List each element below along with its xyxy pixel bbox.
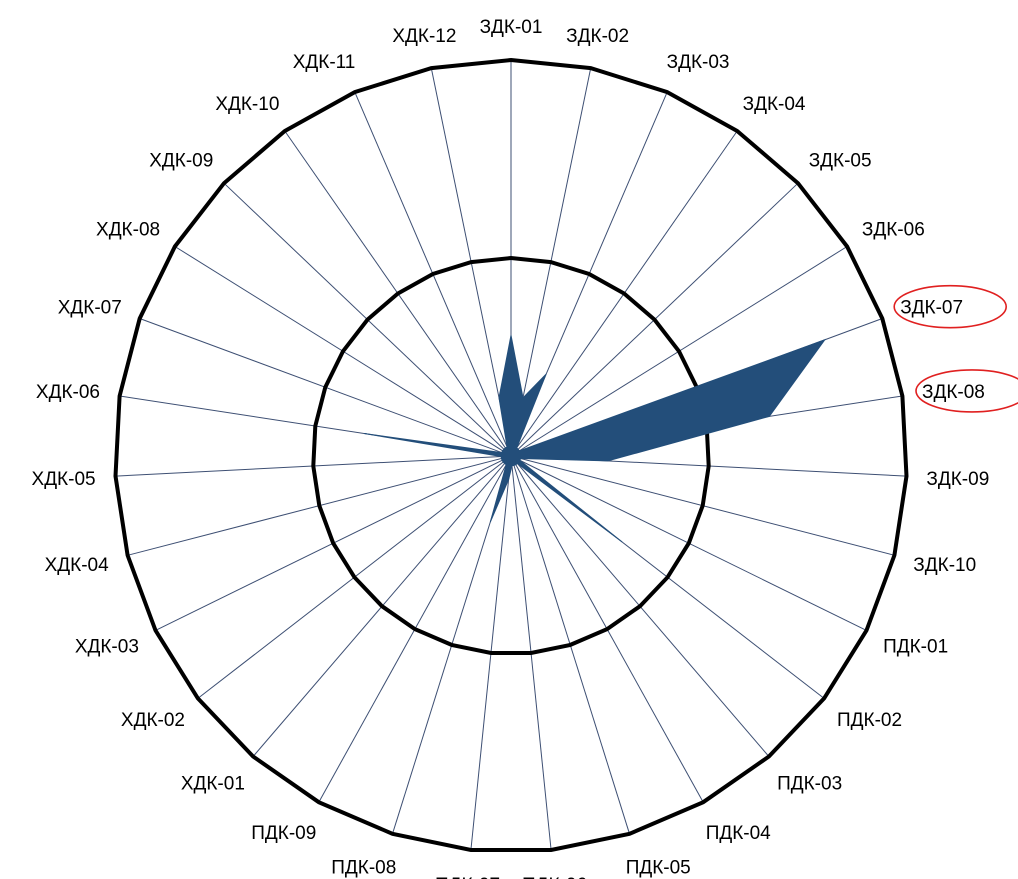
- axis-label-ПДК-03: ПДК-03: [777, 773, 842, 794]
- axis-label-ХДК-06: ХДК-06: [36, 382, 100, 403]
- axis-label-ЗДК-10: ЗДК-10: [913, 555, 976, 576]
- axis-label-ЗДК-09: ЗДК-09: [926, 469, 989, 490]
- axis-label-ПДК-07: ПДК-07: [435, 875, 500, 879]
- axis-label-ХДК-01: ХДК-01: [181, 773, 245, 794]
- axis-label-ЗДК-05: ЗДК-05: [809, 151, 872, 172]
- axis-label-ПДК-01: ПДК-01: [883, 636, 948, 657]
- highlight-ellipse-ЗДК-07: [893, 284, 1008, 329]
- label-highlights: [893, 284, 1018, 413]
- ring-2: [113, 57, 909, 852]
- axis-label-ПДК-06: ПДК-06: [522, 875, 587, 879]
- axis-label-ЗДК-03: ЗДК-03: [667, 52, 730, 73]
- axis-label-ПДК-04: ПДК-04: [706, 823, 771, 844]
- radar-series: [364, 335, 827, 543]
- axis-label-ЗДК-06: ЗДК-06: [862, 220, 925, 241]
- highlight-ellipse-ЗДК-08: [915, 369, 1018, 413]
- axis-label-ХДК-11: ХДК-11: [293, 52, 356, 73]
- axis-label-ЗДК-02: ЗДК-02: [566, 26, 629, 47]
- ring-1: [311, 255, 711, 655]
- axis-label-ХДК-07: ХДК-07: [58, 298, 122, 319]
- radar-rings: [113, 57, 909, 852]
- axis-label-ЗДК-04: ЗДК-04: [743, 94, 806, 115]
- axis-label-ХДК-09: ХДК-09: [149, 151, 213, 172]
- axis-labels: ЗДК-01 ЗДК-02 ЗДК-03 ЗДК-04 ЗДК-05 ЗДК-06 ЗДК-…: [32, 17, 990, 879]
- axis-label-ХДК-04: ХДК-04: [45, 555, 110, 576]
- axis-label-ПДК-08: ПДК-08: [331, 857, 396, 878]
- axis-label-ХДК-05: ХДК-05: [32, 469, 96, 490]
- axis-label-ПДК-05: ПДК-05: [626, 857, 691, 878]
- axis-label-ХДК-02: ХДК-02: [121, 710, 185, 731]
- series-polygon-0: [364, 335, 827, 543]
- axis-label-ЗДК-07: ЗДК-07: [900, 298, 963, 319]
- axis-label-ХДК-08: ХДК-08: [96, 220, 160, 241]
- axis-label-ХДК-03: ХДК-03: [75, 636, 139, 657]
- axis-label-ЗДК-08: ЗДК-08: [922, 382, 985, 403]
- axis-label-ПДК-09: ПДК-09: [251, 823, 316, 844]
- axis-label-ПДК-02: ПДК-02: [837, 710, 902, 731]
- axis-label-ЗДК-01: ЗДК-01: [480, 17, 543, 38]
- axis-label-ХДК-12: ХДК-12: [392, 26, 456, 47]
- axis-label-ХДК-10: ХДК-10: [215, 94, 279, 115]
